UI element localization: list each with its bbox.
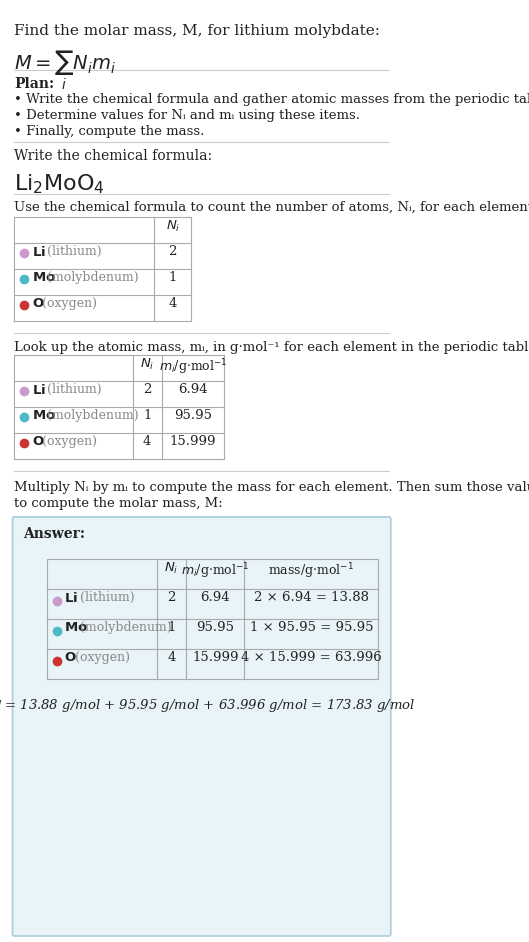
Text: Answer:: Answer: [23,527,85,541]
Text: (lithium): (lithium) [43,383,102,396]
Text: (molybdenum): (molybdenum) [43,409,139,422]
Text: (oxygen): (oxygen) [71,651,130,664]
Text: 2: 2 [169,245,177,258]
Text: • Determine values for Nᵢ and mᵢ using these items.: • Determine values for Nᵢ and mᵢ using t… [14,109,360,122]
Text: • Finally, compute the mass.: • Finally, compute the mass. [14,125,204,138]
Text: to compute the molar mass, M:: to compute the molar mass, M: [14,497,223,510]
Text: (lithium): (lithium) [76,591,135,604]
Text: 4: 4 [169,297,177,310]
Text: 2: 2 [143,383,151,396]
Text: 4 × 15.999 = 63.996: 4 × 15.999 = 63.996 [241,651,382,664]
Text: $\mathbf{Li}$: $\mathbf{Li}$ [65,591,78,605]
Text: 15.999: 15.999 [170,435,216,448]
Text: $\mathbf{Mo}$: $\mathbf{Mo}$ [65,621,88,634]
Text: $\mathrm{Li_2MoO_4}$: $\mathrm{Li_2MoO_4}$ [14,172,105,196]
Text: Use the chemical formula to count the number of atoms, Nᵢ, for each element:: Use the chemical formula to count the nu… [14,201,529,214]
Text: $m_i$/g·mol$^{-1}$: $m_i$/g·mol$^{-1}$ [181,561,250,580]
Text: mass/g·mol$^{-1}$: mass/g·mol$^{-1}$ [268,561,354,580]
Text: Write the chemical formula:: Write the chemical formula: [14,149,212,163]
Text: 4: 4 [167,651,176,664]
Text: 1 × 95.95 = 95.95: 1 × 95.95 = 95.95 [250,621,373,634]
Text: Find the molar mass, M, for lithium molybdate:: Find the molar mass, M, for lithium moly… [14,24,380,38]
Text: 1: 1 [167,621,176,634]
Text: $N_i$: $N_i$ [166,219,180,235]
Text: Plan:: Plan: [14,77,54,91]
Text: (oxygen): (oxygen) [38,435,97,448]
Text: $m_i$/g·mol$^{-1}$: $m_i$/g·mol$^{-1}$ [159,357,227,377]
Text: $\mathbf{O}$: $\mathbf{O}$ [32,435,44,448]
Text: $\mathbf{O}$: $\mathbf{O}$ [32,297,44,310]
Text: (lithium): (lithium) [43,245,102,258]
Text: $M = \sum_i N_i m_i$: $M = \sum_i N_i m_i$ [14,49,116,92]
Text: $N_i$: $N_i$ [164,561,178,577]
Text: 2 × 6.94 = 13.88: 2 × 6.94 = 13.88 [254,591,369,604]
Text: $\mathbf{Mo}$: $\mathbf{Mo}$ [32,409,56,422]
Text: Multiply Nᵢ by mᵢ to compute the mass for each element. Then sum those values: Multiply Nᵢ by mᵢ to compute the mass fo… [14,481,529,494]
Text: (oxygen): (oxygen) [38,297,97,310]
Text: (molybdenum): (molybdenum) [76,621,172,634]
Text: 1: 1 [143,409,151,422]
Text: $\mathbf{Li}$: $\mathbf{Li}$ [32,383,45,397]
Text: $N_i$: $N_i$ [140,357,154,372]
Text: Look up the atomic mass, mᵢ, in g·mol⁻¹ for each element in the periodic table:: Look up the atomic mass, mᵢ, in g·mol⁻¹ … [14,341,529,354]
Text: $\mathbf{O}$: $\mathbf{O}$ [65,651,77,664]
Text: • Write the chemical formula and gather atomic masses from the periodic table.: • Write the chemical formula and gather … [14,93,529,106]
Text: $M$ = 13.88 g/mol + 95.95 g/mol + 63.996 g/mol = 173.83 g/mol: $M$ = 13.88 g/mol + 95.95 g/mol + 63.996… [0,697,415,714]
Text: (molybdenum): (molybdenum) [43,271,139,284]
Text: 95.95: 95.95 [196,621,234,634]
Text: 15.999: 15.999 [192,651,239,664]
Text: 4: 4 [143,435,151,448]
Text: 6.94: 6.94 [200,591,230,604]
Text: 95.95: 95.95 [174,409,212,422]
Text: 2: 2 [167,591,176,604]
Text: 6.94: 6.94 [178,383,208,396]
Text: $\mathbf{Li}$: $\mathbf{Li}$ [32,245,45,259]
Text: 1: 1 [169,271,177,284]
FancyBboxPatch shape [13,517,391,936]
Text: $\mathbf{Mo}$: $\mathbf{Mo}$ [32,271,56,284]
